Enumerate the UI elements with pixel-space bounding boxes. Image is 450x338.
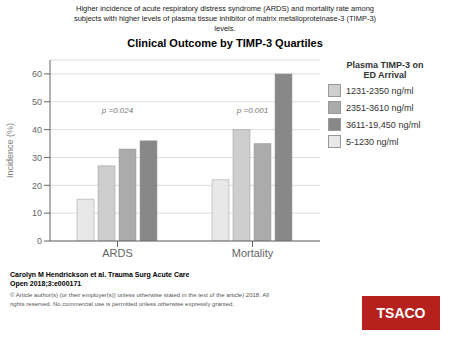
html-text:Open 2018;3:e000171: Open 2018;3:e000171 [10,280,82,287]
html-text:1231-2350 ng/ml: 1231-2350 ng/ml [346,85,414,96]
html-text:Clinical Outcome by TIMP-3 Qua: Clinical Outcome by TIMP-3 Quartiles [127,37,323,49]
html-text:rights reserved. No commercial: rights reserved. No commercial use is pe… [10,301,235,307]
svg-text:60: 60 [32,69,42,79]
svg-text:40: 40 [32,125,42,135]
svg-text:50: 50 [32,97,42,107]
svg-text:Mortality: Mortality [232,247,274,259]
svg-text:10: 10 [32,208,42,218]
svg-text:20: 20 [32,181,42,191]
html-text:© Article author(s) (or their: © Article author(s) (or their employer(s… [10,292,269,298]
svg-text:ARDS: ARDS [102,247,133,259]
html-text:3611-19,450 ng/ml: 3611-19,450 ng/ml [346,119,421,130]
svg-text:p =0.001: p =0.001 [236,106,268,115]
html-text:Higher incidence of acute resp: Higher incidence of acute respiratory di… [76,4,374,13]
svg-text:Incidence (%): Incidence (%) [8,123,15,178]
html-text:levels.: levels. [214,24,236,33]
svg-text:p =0.024: p =0.024 [101,106,134,115]
html-text:2351-3610 ng/ml: 2351-3610 ng/ml [346,102,414,113]
html-text:5-1230 ng/ml: 5-1230 ng/ml [346,136,399,147]
html-text:ED Arrival: ED Arrival [363,70,407,80]
svg-text:0: 0 [37,236,42,246]
html-text:TSACO: TSACO [376,305,426,321]
html-text:subjects with higher levels of: subjects with higher levels of plasma ti… [73,14,377,23]
html-text:Plasma TIMP-3 on: Plasma TIMP-3 on [346,60,424,70]
svg-text:30: 30 [32,153,42,163]
html-text:Carolyn M Hendrickson et al. T: Carolyn M Hendrickson et al. Trauma Surg… [10,271,190,278]
